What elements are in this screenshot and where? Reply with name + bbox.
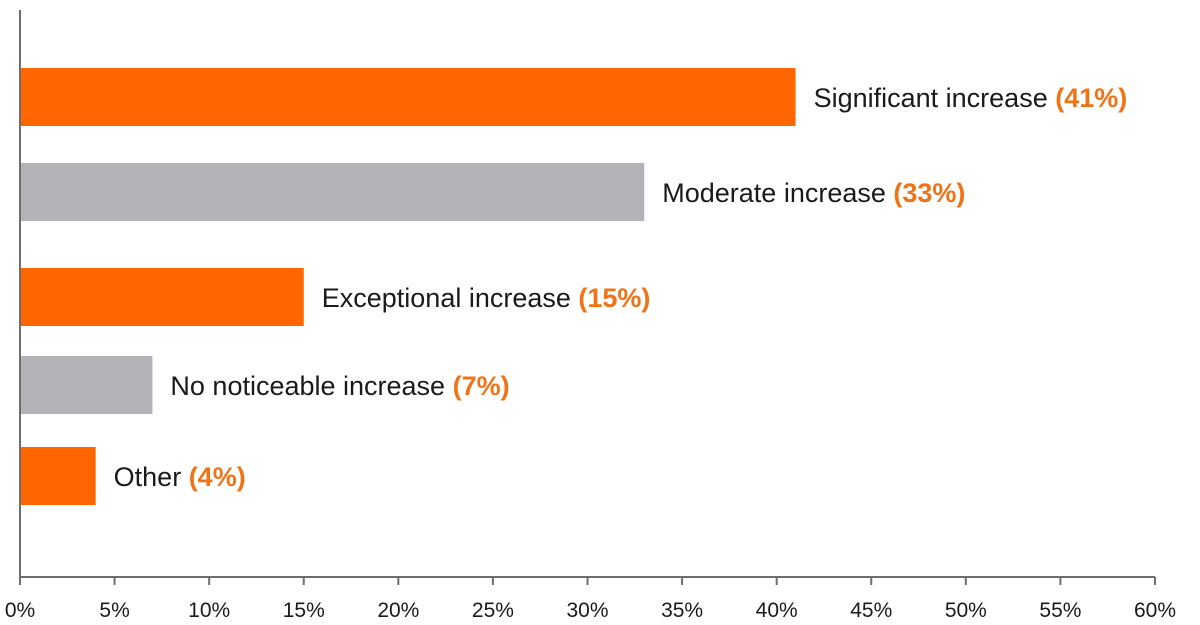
bar-labels-group: Significant increase (41%) Moderate incre… [114,83,1128,492]
bars-group [20,68,796,505]
bar-value-label: (4%) [189,462,246,492]
x-tick-label: 20% [377,599,419,622]
bar-label: Significant increase (41%) [814,83,1128,113]
x-tick-label: 30% [566,599,608,622]
bar-value-label: (41%) [1055,83,1127,113]
x-ticks-group: 0% 5% 10% 15% 20% 25% 30% 35% 40% 45% 50% 55% 60% [5,577,1176,622]
x-tick-label: 55% [1039,599,1081,622]
x-tick-label: 10% [188,599,230,622]
x-tick-label: 0% [5,599,35,622]
x-tick-label: 40% [756,599,798,622]
bar-significant-increase [20,68,796,126]
x-tick-label: 15% [283,599,325,622]
x-tick-label: 45% [850,599,892,622]
bar-no-noticeable-increase [20,356,153,414]
bar-other [20,447,96,505]
bar-label: No noticeable increase (7%) [170,371,509,401]
x-tick-label: 5% [99,599,129,622]
x-tick-label: 25% [472,599,514,622]
bar-category-label: Other [114,462,189,492]
bar-moderate-increase [20,163,645,221]
bar-category-label: Significant increase [814,83,1056,113]
bar-exceptional-increase [20,268,304,326]
bar-label: Exceptional increase (15%) [322,283,651,313]
x-tick-label: 50% [945,599,987,622]
x-tick-label: 35% [661,599,703,622]
bar-category-label: Exceptional increase [322,283,579,313]
bar-value-label: (15%) [578,283,650,313]
bar-label: Other (4%) [114,462,246,492]
bar-category-label: Moderate increase [662,178,893,208]
bar-category-label: No noticeable increase [170,371,452,401]
bar-value-label: (7%) [453,371,510,401]
x-tick-label: 60% [1134,599,1176,622]
bar-value-label: (33%) [893,178,965,208]
bar-label: Moderate increase (33%) [662,178,965,208]
